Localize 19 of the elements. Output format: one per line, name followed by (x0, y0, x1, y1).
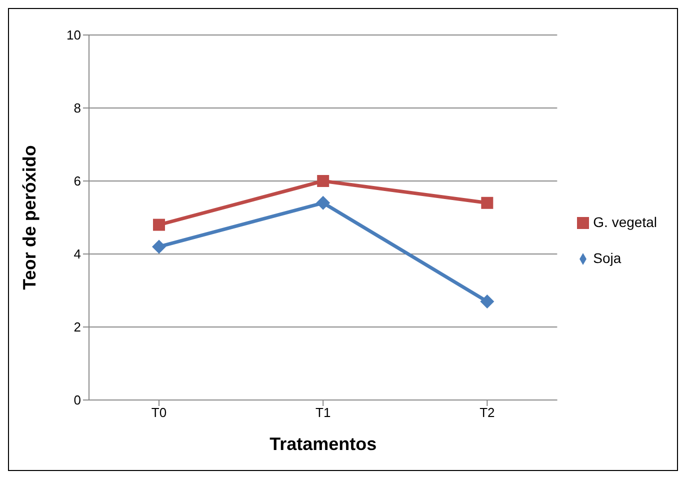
point (153, 218, 165, 231)
point (152, 240, 166, 254)
point (480, 294, 494, 308)
x-tick-label: T1 (316, 405, 331, 420)
point (481, 196, 494, 209)
y-tick-label: 8 (74, 100, 81, 116)
x-tick-label: T0 (151, 405, 167, 420)
point (316, 196, 330, 210)
point (317, 175, 330, 187)
y-tick-label: 10 (66, 28, 81, 43)
y-tick-label: 4 (74, 246, 81, 262)
x-tick-label: T2 (480, 405, 495, 420)
y-tick-label: 6 (74, 174, 81, 189)
legend-label: Soja (593, 250, 622, 266)
y-axis-title: Teor de peróxido (19, 145, 40, 290)
x-axis-title: Tratamentos (270, 434, 377, 454)
legend-label: G. vegetal (593, 214, 657, 230)
y-tick-label: 0 (74, 392, 81, 408)
y-tick-label: 2 (74, 320, 81, 335)
